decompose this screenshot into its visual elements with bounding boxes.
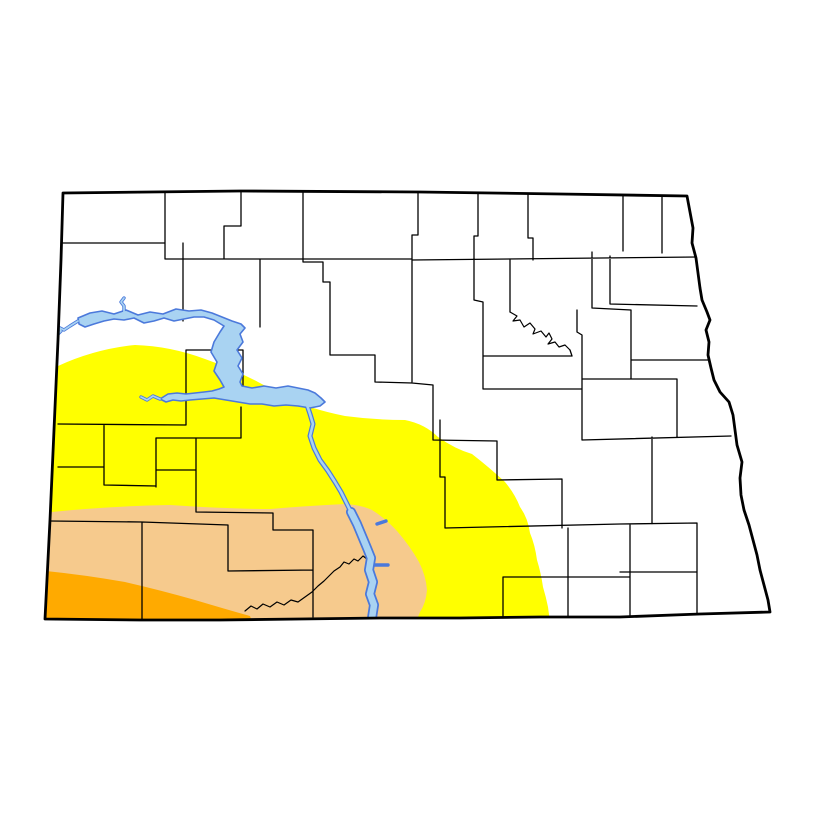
state-border [43,189,772,622]
river-county-boundary [244,555,373,612]
river-center-wide [347,508,378,620]
county-boundaries [49,191,732,620]
lake-sakakawea [77,308,326,409]
river-center-mid [305,403,353,514]
water-features [54,296,390,620]
river-center-thin [55,297,161,401]
drought-zone-d2 [45,571,252,620]
lake-shoreline-county-boundary [509,311,571,351]
